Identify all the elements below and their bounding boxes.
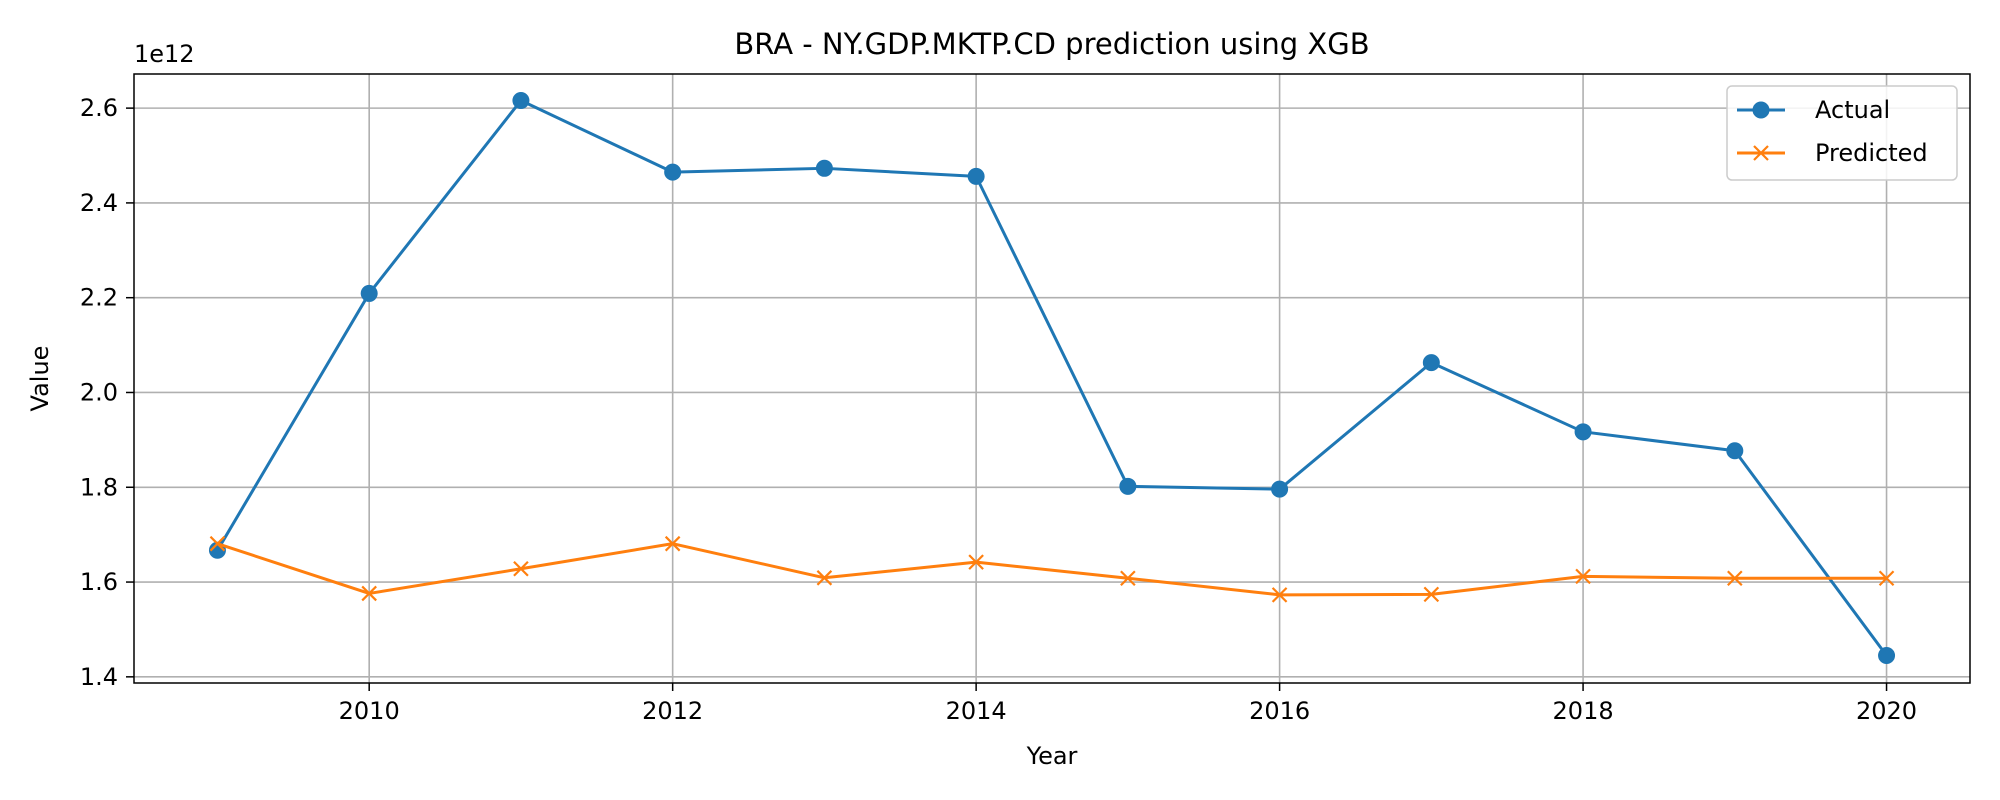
data-point-actual: [1726, 442, 1744, 460]
data-point-actual: [967, 167, 985, 185]
x-tick-label: 2010: [339, 697, 400, 725]
y-tick-label: 1.6: [80, 568, 118, 596]
x-tick-label: 2014: [946, 697, 1007, 725]
y-tick-label: 2.6: [80, 94, 118, 122]
data-point-actual: [512, 92, 530, 110]
data-point-actual: [1271, 480, 1289, 498]
data-point-predicted: [361, 585, 377, 602]
y-axis-offset-label: 1e12: [134, 40, 195, 68]
data-point-predicted: [1423, 586, 1440, 603]
series-layer: [208, 92, 1896, 665]
grid: [134, 74, 1970, 683]
data-point-predicted: [968, 554, 984, 570]
data-point-predicted: [1271, 587, 1288, 603]
data-point-actual: [1422, 354, 1440, 372]
y-tick-label: 2.4: [80, 189, 118, 217]
series-line-predicted: [216, 542, 1887, 597]
data-point-predicted: [513, 561, 529, 577]
data-point-predicted: [209, 535, 226, 552]
series-actual: [208, 92, 1896, 665]
y-tick-label: 1.4: [80, 663, 118, 691]
axes-frame: [133, 73, 1971, 684]
data-point-actual: [1878, 647, 1896, 665]
x-tick-label: 2018: [1553, 697, 1614, 725]
series-line-actual: [216, 99, 1888, 657]
data-point-predicted: [816, 570, 833, 586]
x-tick-label: 2012: [642, 697, 703, 725]
legend-label: Predicted: [1815, 139, 1928, 167]
chart-title: BRA - NY.GDP.MKTP.CD prediction using XG…: [734, 27, 1369, 61]
data-point-predicted: [1878, 570, 1895, 587]
data-point-actual: [1119, 477, 1137, 495]
data-point-predicted: [664, 535, 681, 552]
data-point-actual: [815, 159, 833, 177]
y-tick-label: 2.2: [80, 284, 118, 312]
y-tick-label: 1.8: [80, 473, 118, 501]
legend-marker: [1752, 101, 1770, 119]
legend-entry-predicted: Predicted: [1737, 139, 1928, 167]
legend-label: Actual: [1815, 96, 1890, 124]
data-point-actual: [360, 284, 378, 302]
data-point-predicted: [1727, 570, 1743, 587]
y-tick-label: 2.0: [80, 378, 118, 406]
x-tick-label: 2016: [1249, 697, 1310, 725]
legend: Actual Predicted: [1726, 85, 1958, 181]
data-point-predicted: [1575, 568, 1591, 585]
series-predicted: [209, 535, 1895, 603]
data-point-actual: [664, 163, 682, 181]
ticks: 2010 2012 2014 2016 2018 2020 1.4 1.6 1.8 2.0 2.2 2…: [80, 94, 1917, 725]
data-point-predicted: [1120, 570, 1136, 587]
x-tick-label: 2020: [1856, 697, 1917, 725]
legend-marker: [1753, 145, 1769, 161]
x-axis-label: Year: [1026, 742, 1078, 770]
data-point-actual: [1574, 423, 1592, 441]
y-axis-label: Value: [26, 346, 54, 412]
legend-entry-actual: Actual: [1737, 96, 1890, 124]
